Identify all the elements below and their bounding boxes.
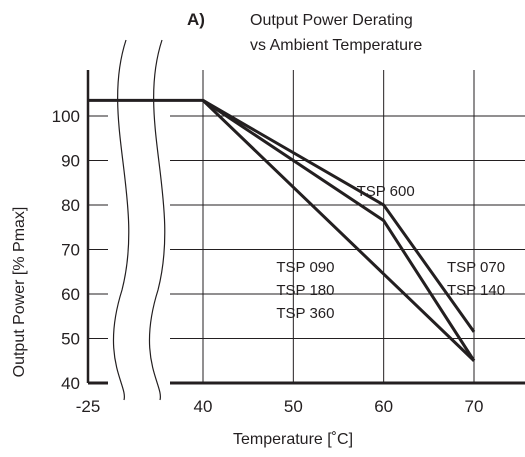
y-tick-label: 40 — [61, 374, 80, 393]
annotation-label: TSP 180 — [276, 282, 334, 299]
x-tick-label: 60 — [374, 397, 393, 416]
axis-break — [108, 39, 170, 401]
annotation-label: TSP 070 — [447, 259, 505, 276]
y-tick-label: 80 — [61, 196, 80, 215]
annotation-label: TSP 090 — [276, 259, 334, 276]
axis-break-curve-right — [148, 39, 166, 401]
series-line-3 — [201, 99, 476, 362]
annotation-label: TSP 140 — [447, 282, 505, 299]
axis-break-curve-left — [112, 39, 130, 401]
x-axis-title: Temperature [˚C] — [233, 431, 353, 448]
x-tick-label: 50 — [284, 397, 303, 416]
annotation-layer: TSP 600 TSP 090 TSP 180 TSP 360 TSP 070 TSP 1… — [276, 183, 505, 322]
y-axis-title: Output Power [% Pmax] — [11, 207, 28, 378]
chart-title-line-2: vs Ambient Temperature — [250, 37, 422, 54]
y-tick-label: 60 — [61, 285, 80, 304]
x-tick-label: -25 — [76, 397, 101, 416]
series-layer — [88, 98, 476, 362]
tick-labels: 40 50 60 70 80 90 100 -25 40 50 60 70 — [52, 107, 484, 416]
chart-title-line-1: Output Power Derating — [250, 12, 413, 29]
panel-label: A) — [187, 10, 205, 29]
annotation-label: TSP 360 — [276, 305, 334, 322]
series-line-2 — [202, 99, 476, 362]
series-line-1 — [88, 98, 476, 333]
y-tick-label: 70 — [61, 241, 80, 260]
x-tick-label: 70 — [465, 397, 484, 416]
annotation-label: TSP 600 — [357, 183, 415, 200]
y-tick-label: 50 — [61, 330, 80, 349]
axis-break-mask — [108, 40, 170, 393]
x-tick-label: 40 — [194, 397, 213, 416]
y-tick-label: 100 — [52, 107, 80, 126]
y-tick-label: 90 — [61, 152, 80, 171]
